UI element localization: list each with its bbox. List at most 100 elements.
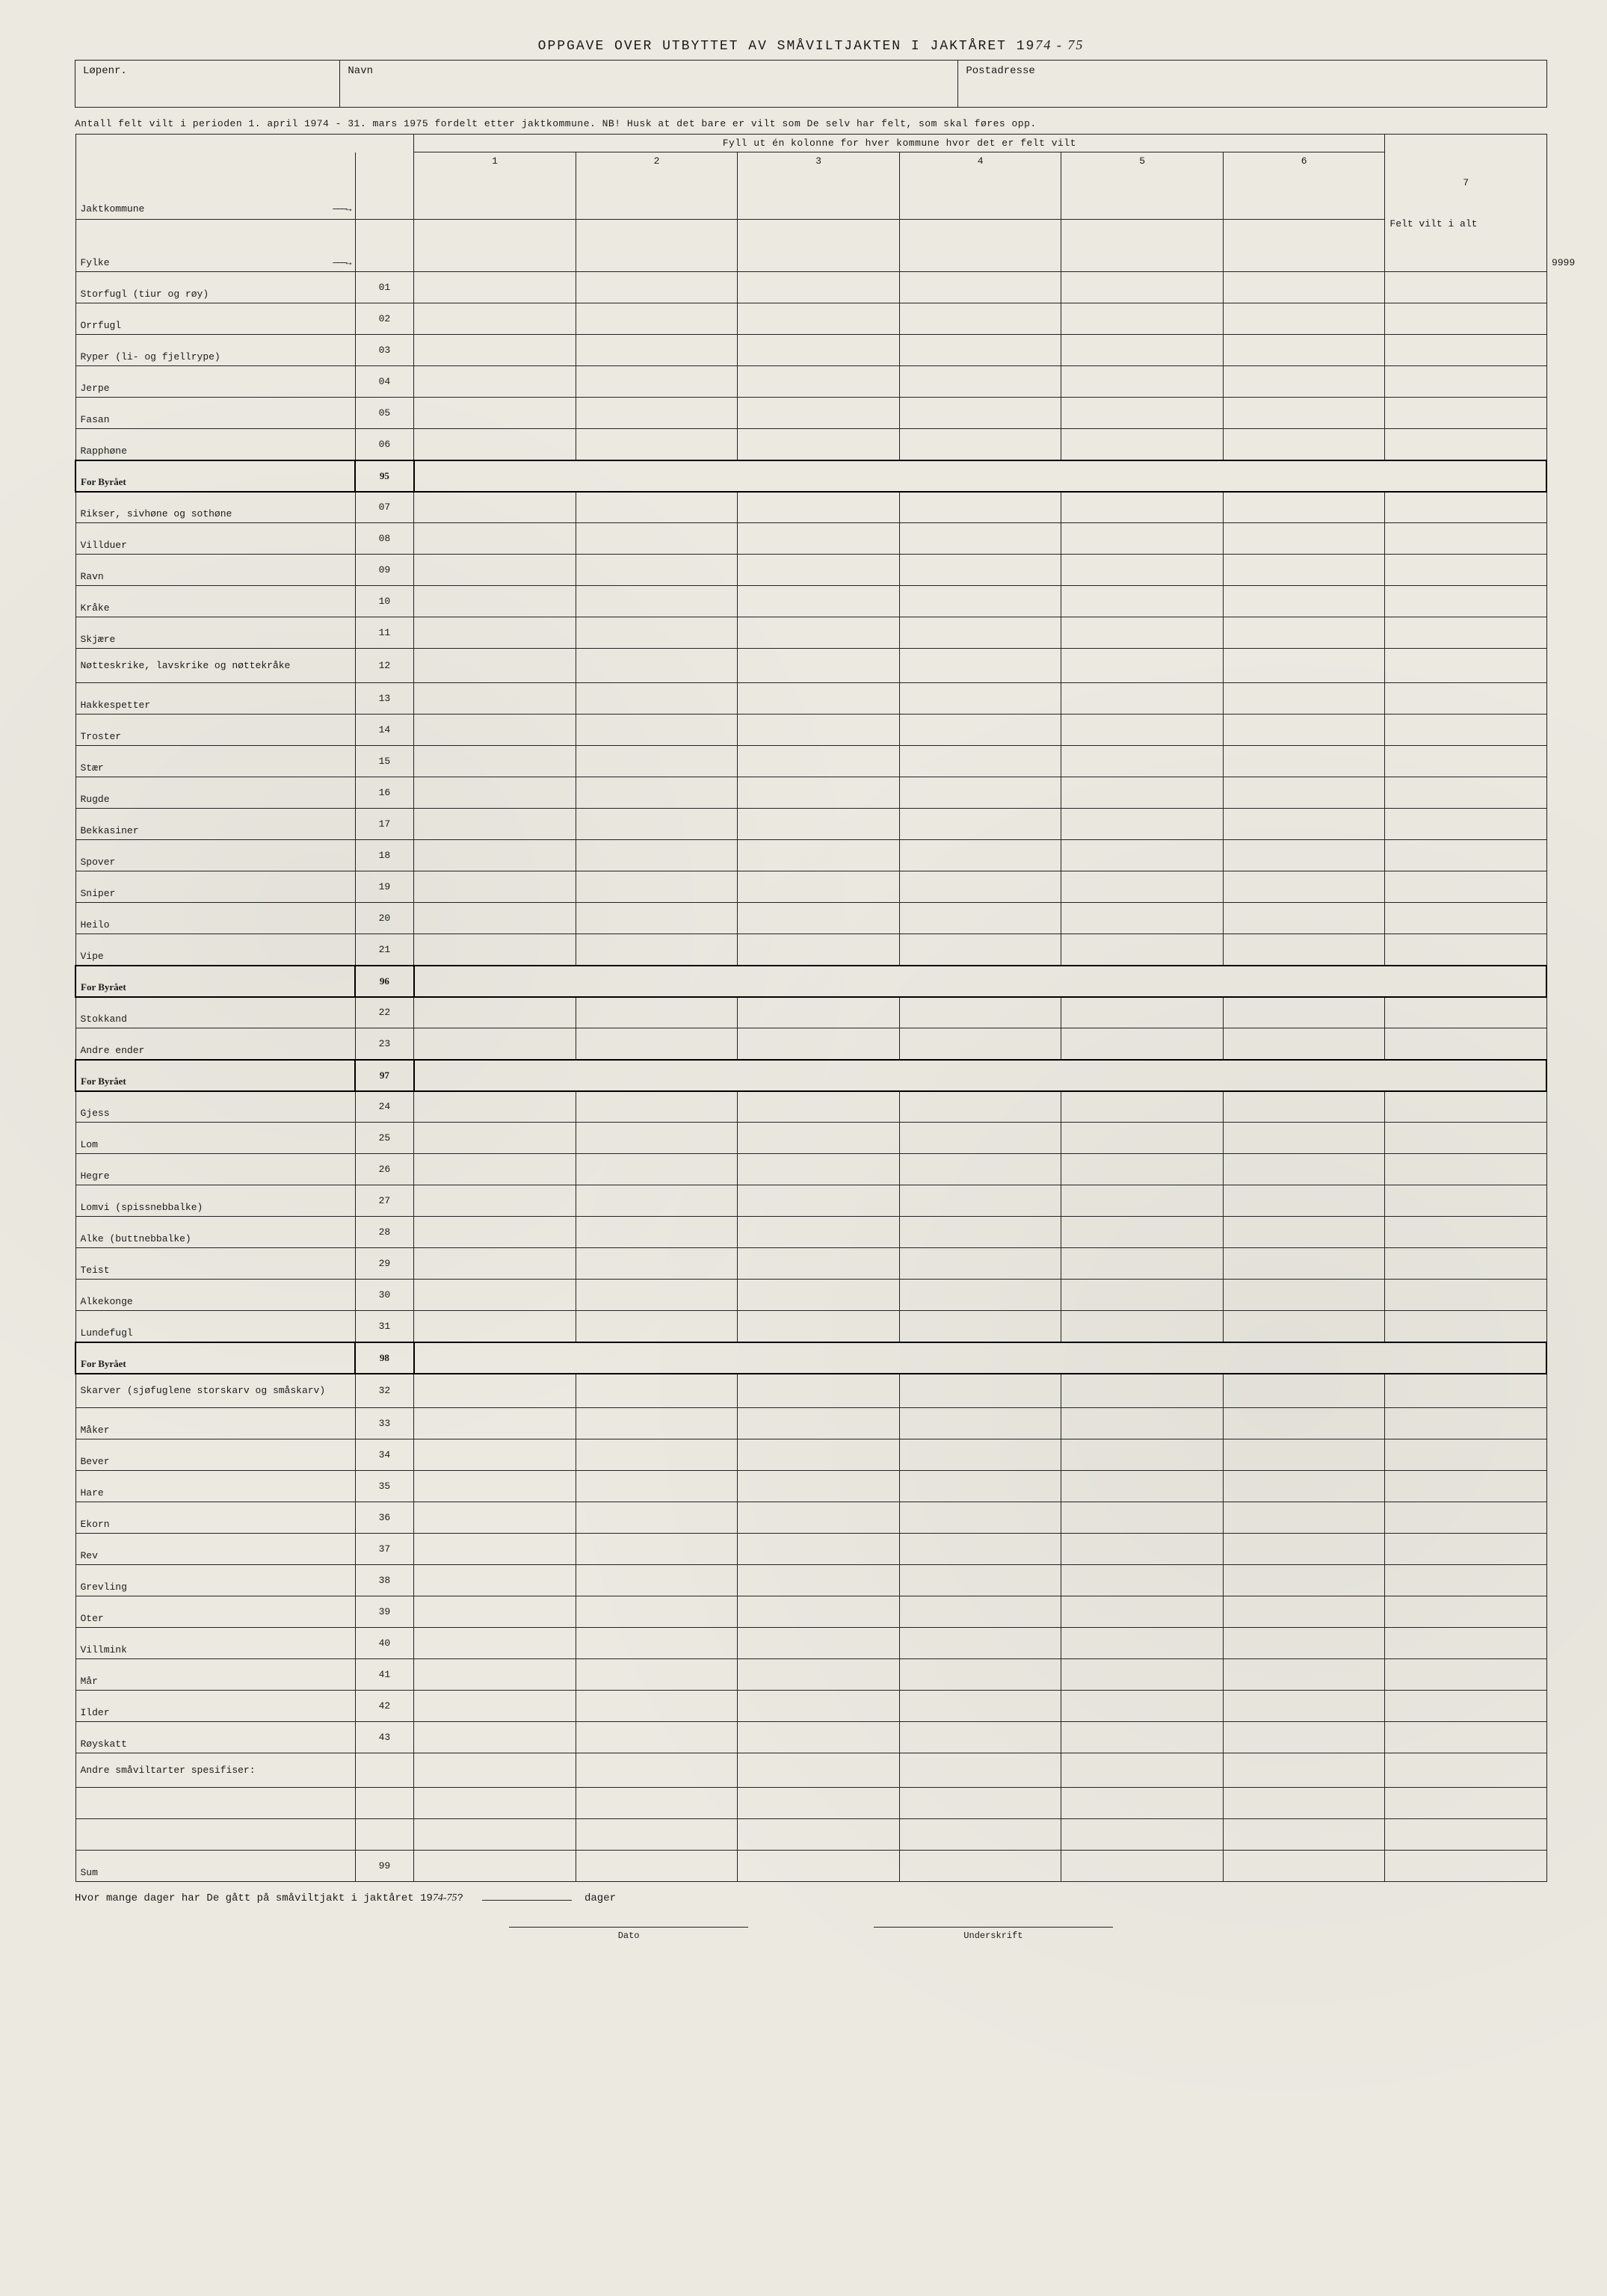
data-cell[interactable]	[576, 777, 738, 809]
data-cell[interactable]	[576, 1819, 738, 1851]
data-cell[interactable]	[1223, 1628, 1385, 1659]
data-cell[interactable]	[414, 1851, 576, 1882]
data-cell[interactable]	[414, 1471, 576, 1502]
data-cell[interactable]	[576, 1628, 738, 1659]
data-cell[interactable]	[738, 1851, 900, 1882]
data-cell[interactable]	[576, 1659, 738, 1691]
data-cell[interactable]	[414, 586, 576, 617]
data-cell[interactable]	[738, 997, 900, 1028]
data-cell[interactable]	[738, 272, 900, 303]
data-cell[interactable]	[899, 398, 1061, 429]
navn-field[interactable]: Navn	[340, 61, 958, 108]
data-cell[interactable]	[738, 366, 900, 398]
data-cell[interactable]	[1061, 1028, 1224, 1060]
data-cell[interactable]	[738, 523, 900, 555]
data-cell[interactable]	[1223, 683, 1385, 715]
data-cell[interactable]	[1223, 303, 1385, 335]
data-cell[interactable]	[414, 398, 576, 429]
data-cell[interactable]	[576, 1217, 738, 1248]
data-cell[interactable]	[414, 1691, 576, 1722]
data-cell[interactable]	[899, 1851, 1061, 1882]
data-cell[interactable]	[1223, 715, 1385, 746]
data-cell[interactable]	[414, 1028, 576, 1060]
data-cell[interactable]	[1061, 492, 1224, 523]
data-cell[interactable]	[899, 366, 1061, 398]
data-cell[interactable]	[576, 1753, 738, 1788]
data-cell[interactable]	[414, 366, 576, 398]
data-cell[interactable]	[738, 1091, 900, 1123]
data-cell[interactable]	[899, 555, 1061, 586]
data-cell[interactable]	[1385, 1471, 1547, 1502]
data-cell[interactable]	[899, 1691, 1061, 1722]
data-cell[interactable]	[738, 1819, 900, 1851]
data-cell[interactable]	[738, 1439, 900, 1471]
data-cell[interactable]	[576, 1534, 738, 1565]
data-cell[interactable]	[414, 715, 576, 746]
data-cell[interactable]	[899, 1502, 1061, 1534]
data-cell[interactable]	[1223, 1819, 1385, 1851]
data-cell[interactable]	[1385, 1248, 1547, 1280]
data-cell[interactable]	[1385, 1185, 1547, 1217]
data-cell[interactable]	[899, 1628, 1061, 1659]
data-cell[interactable]	[576, 1154, 738, 1185]
data-cell[interactable]	[576, 398, 738, 429]
data-cell[interactable]	[414, 303, 576, 335]
data-cell[interactable]	[414, 1185, 576, 1217]
data-cell[interactable]	[738, 1596, 900, 1628]
data-cell[interactable]	[1223, 1565, 1385, 1596]
data-cell[interactable]	[738, 1311, 900, 1342]
data-cell[interactable]	[1061, 840, 1224, 871]
data-cell[interactable]	[738, 303, 900, 335]
underskrift-line[interactable]	[874, 1927, 1113, 1928]
data-cell[interactable]	[899, 683, 1061, 715]
data-cell[interactable]	[1061, 1753, 1224, 1788]
data-cell[interactable]	[1385, 1534, 1547, 1565]
data-cell[interactable]	[738, 715, 900, 746]
data-cell[interactable]	[414, 777, 576, 809]
data-cell[interactable]	[738, 1123, 900, 1154]
data-cell[interactable]	[1385, 1028, 1547, 1060]
data-cell[interactable]	[1223, 555, 1385, 586]
data-cell[interactable]	[576, 555, 738, 586]
data-cell[interactable]	[1385, 272, 1547, 303]
data-cell[interactable]	[1385, 809, 1547, 840]
data-cell[interactable]	[899, 1596, 1061, 1628]
data-cell[interactable]	[576, 492, 738, 523]
data-cell[interactable]	[576, 1722, 738, 1753]
data-cell[interactable]	[738, 555, 900, 586]
data-cell[interactable]	[576, 934, 738, 966]
data-cell[interactable]	[576, 1123, 738, 1154]
data-cell[interactable]	[414, 1123, 576, 1154]
data-cell[interactable]	[1385, 903, 1547, 934]
data-cell[interactable]	[738, 586, 900, 617]
data-cell[interactable]	[1061, 1691, 1224, 1722]
data-cell[interactable]	[738, 1280, 900, 1311]
data-cell[interactable]	[1223, 1091, 1385, 1123]
data-cell[interactable]	[1061, 1439, 1224, 1471]
data-cell[interactable]	[414, 903, 576, 934]
data-cell[interactable]	[414, 1217, 576, 1248]
data-cell[interactable]	[1061, 1217, 1224, 1248]
data-cell[interactable]	[414, 649, 576, 683]
data-cell[interactable]	[1061, 1659, 1224, 1691]
data-cell[interactable]	[576, 1185, 738, 1217]
data-cell[interactable]	[738, 1788, 900, 1819]
data-cell[interactable]	[1385, 997, 1547, 1028]
data-cell[interactable]	[738, 1691, 900, 1722]
data-cell[interactable]	[414, 809, 576, 840]
data-cell[interactable]	[576, 335, 738, 366]
data-cell[interactable]	[576, 1691, 738, 1722]
data-cell[interactable]	[1223, 586, 1385, 617]
data-cell[interactable]	[1061, 997, 1224, 1028]
data-cell[interactable]	[1223, 809, 1385, 840]
data-cell[interactable]	[576, 683, 738, 715]
data-cell[interactable]	[899, 1819, 1061, 1851]
data-cell[interactable]	[1061, 523, 1224, 555]
data-cell[interactable]	[738, 1217, 900, 1248]
data-cell[interactable]	[1061, 1534, 1224, 1565]
data-cell[interactable]	[738, 1028, 900, 1060]
data-cell[interactable]	[1223, 1753, 1385, 1788]
data-cell[interactable]	[738, 809, 900, 840]
data-cell[interactable]	[1385, 492, 1547, 523]
data-cell[interactable]	[1223, 1691, 1385, 1722]
